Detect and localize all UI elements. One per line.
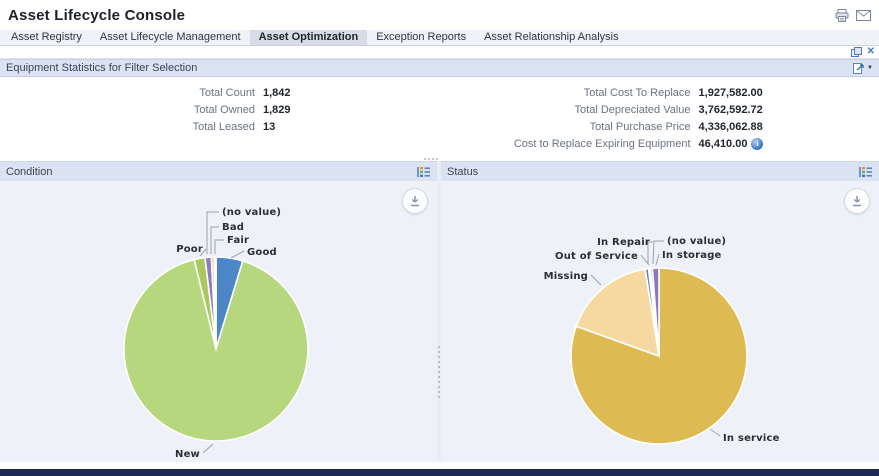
legend-view-icon[interactable] <box>859 166 873 178</box>
stat-value: 1,829 <box>263 102 291 118</box>
stat-row: Total Depreciated Value 3,762,592.72 <box>307 102 764 118</box>
stat-value-text: 1,829 <box>263 104 291 116</box>
close-icon[interactable]: ✕ <box>866 46 875 57</box>
stat-value: 46,410.00 i <box>699 136 764 152</box>
pie-slice-new[interactable] <box>123 258 309 442</box>
label-leader-line <box>655 253 660 266</box>
stat-value-text: 4,336,062.88 <box>698 121 763 133</box>
stat-row: Total Cost To Replace 1,927,582.00 <box>307 85 764 101</box>
slice-label: Bad <box>222 222 244 233</box>
print-icon[interactable] <box>835 8 849 22</box>
content-toolbar: ✕ <box>0 46 879 59</box>
stat-row: Total Owned 1,829 <box>10 102 291 118</box>
stat-value-text: 13 <box>263 121 276 133</box>
stat-label: Total Leased <box>192 121 255 133</box>
stat-value: 13 <box>263 119 275 135</box>
label-leader-line <box>652 240 664 265</box>
email-icon[interactable] <box>856 9 871 21</box>
tab-asset-registry[interactable]: Asset Registry <box>11 31 82 43</box>
chart-panels: Condition Good New Poor (no value) Bad Fair S… <box>0 157 879 462</box>
status-chart-area: In service Missing In Repair Out of Service… <box>441 181 879 462</box>
stat-label: Total Cost To Replace <box>583 87 691 99</box>
legend-view-icon[interactable] <box>417 166 431 178</box>
pie-slice-fair[interactable] <box>213 256 217 350</box>
stat-label: Total Count <box>199 87 255 99</box>
condition-panel: Condition Good New Poor (no value) Bad Fair <box>0 161 437 462</box>
stat-value: 3,762,592.72 <box>699 102 763 118</box>
export-menu-caret-icon[interactable]: ▼ <box>867 65 873 71</box>
splitter-grip[interactable] <box>438 346 440 400</box>
help-icon[interactable]: i <box>751 138 764 150</box>
slice-label: In storage <box>662 250 722 261</box>
tab-asset-optimization[interactable]: Asset Optimization <box>249 30 368 45</box>
label-leader-line <box>210 226 219 254</box>
slice-label: In service <box>723 433 780 444</box>
stat-value: 1,842 <box>263 85 291 101</box>
status-pie-chart: In service Missing In Repair Out of Service… <box>544 236 780 445</box>
stat-label: Total Owned <box>193 104 255 116</box>
stat-label: Cost to Replace Expiring Equipment <box>513 138 691 150</box>
stat-row: Total Count 1,842 <box>10 85 291 101</box>
page-title: Asset Lifecycle Console <box>8 6 186 24</box>
label-leader-line <box>647 241 653 264</box>
tab-bar: Asset Registry Asset Lifecycle Management… <box>0 30 879 46</box>
stat-row: Total Leased 13 <box>10 119 291 135</box>
tab-asset-lifecycle-management[interactable]: Asset Lifecycle Management <box>99 31 241 43</box>
condition-pie-chart: Good New Poor (no value) Bad Fair <box>123 207 309 460</box>
stat-value: 4,336,062.88 <box>699 119 763 135</box>
label-leader-line <box>199 248 207 257</box>
horizontal-splitter-grip[interactable] <box>424 158 440 160</box>
panel-splitter[interactable] <box>437 161 441 462</box>
detach-window-icon[interactable] <box>850 47 862 57</box>
download-chart-button[interactable] <box>844 188 870 214</box>
slice-label: Good <box>247 247 277 258</box>
slice-label: In Repair <box>597 237 650 248</box>
equipment-statistics-title: Equipment Statistics for Filter Selectio… <box>6 62 198 74</box>
slice-label: Fair <box>227 235 249 246</box>
pie-slice-in-service[interactable] <box>570 267 748 445</box>
stat-value: 1,927,582.00 <box>699 85 763 101</box>
stat-row: Total Purchase Price 4,336,062.88 <box>307 119 764 135</box>
stat-row: Cost to Replace Expiring Equipment 46,410… <box>307 136 764 152</box>
slice-label: Missing <box>544 271 588 282</box>
stats-column-right: Total Cost To Replace 1,927,582.00 Total D… <box>307 85 764 157</box>
equipment-statistics-header: Equipment Statistics for Filter Selectio… <box>0 59 879 77</box>
condition-panel-title: Condition <box>6 165 53 178</box>
slice-label: (no value) <box>222 207 281 218</box>
tab-asset-relationship-analysis[interactable]: Asset Relationship Analysis <box>484 31 619 43</box>
pie-slice-in-storage[interactable] <box>651 267 660 357</box>
title-bar: Asset Lifecycle Console <box>0 0 879 30</box>
condition-panel-header: Condition <box>0 161 437 181</box>
stat-value-text: 1,927,582.00 <box>698 87 763 99</box>
export-icon[interactable] <box>852 62 865 75</box>
slice-label: Poor <box>176 244 203 255</box>
label-leader-line <box>709 428 721 437</box>
bottom-bar <box>0 469 879 476</box>
label-leader-line <box>230 250 245 259</box>
label-leader-line <box>206 211 219 254</box>
tab-exception-reports[interactable]: Exception Reports <box>376 31 467 43</box>
download-chart-button[interactable] <box>402 188 428 214</box>
slice-label: Out of Service <box>555 251 638 262</box>
label-leader-line <box>640 254 650 266</box>
stat-value-text: 3,762,592.72 <box>698 104 763 116</box>
condition-chart-area: Good New Poor (no value) Bad Fair <box>0 181 437 462</box>
label-leader-line <box>590 274 602 286</box>
stat-label: Total Depreciated Value <box>574 104 691 116</box>
equipment-statistics-panel: Total Count 1,842 Total Owned 1,829 Total Le… <box>0 77 879 157</box>
status-panel: Status In service Missing In Repair Out of … <box>441 161 879 462</box>
pie-slice-missing[interactable] <box>575 268 661 358</box>
status-panel-title: Status <box>447 165 479 178</box>
label-leader-line <box>202 443 214 454</box>
slice-label: New <box>175 449 200 460</box>
stats-column-left: Total Count 1,842 Total Owned 1,829 Total Le… <box>10 85 291 157</box>
stat-label: Total Purchase Price <box>589 121 691 133</box>
stat-value-text: 1,842 <box>263 87 291 99</box>
label-leader-line <box>214 239 224 254</box>
slice-label: (no value) <box>667 236 726 247</box>
stat-value-text: 46,410.00 <box>698 138 748 150</box>
status-panel-header: Status <box>441 161 879 181</box>
